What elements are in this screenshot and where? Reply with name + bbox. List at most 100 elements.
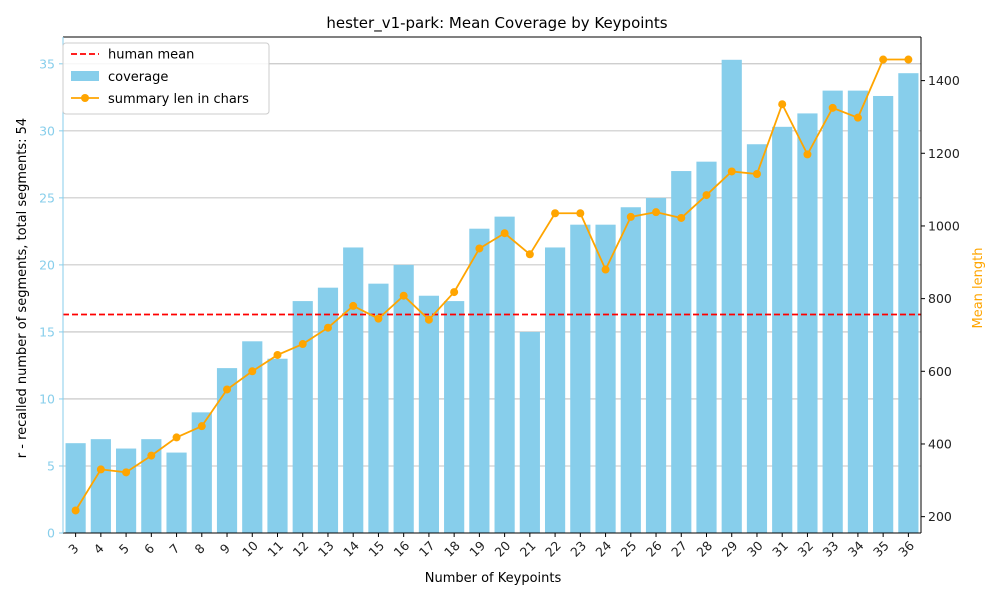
x-ticks: 3 4 5 6 7 8 9 10 11 12 13 14 15 16 17 18 19 20 21 22 23 24 25 2… xyxy=(65,533,917,560)
summary-len-point-36 xyxy=(904,55,913,64)
bar-coverage-20 xyxy=(494,216,515,533)
summary-len-point-34 xyxy=(853,113,862,122)
bar-coverage-9 xyxy=(216,368,238,533)
axes xyxy=(62,36,922,534)
bars xyxy=(65,59,919,534)
bar-coverage-4 xyxy=(90,439,111,533)
bar-coverage-31 xyxy=(772,126,793,533)
summary-len-point-3 xyxy=(71,506,80,515)
bar-coverage-10 xyxy=(242,341,263,533)
x-tick-label: 20 xyxy=(492,538,514,560)
legend-coverage-swatch xyxy=(71,71,99,81)
summary-len-point-15 xyxy=(374,314,383,323)
x-tick-label: 35 xyxy=(870,538,892,560)
bar-coverage-8 xyxy=(191,412,212,533)
x-tick-label: 13 xyxy=(315,538,337,560)
y-right-ticks: 200 400 600 800 1000 1200 1400 xyxy=(921,73,960,524)
summary-len-point-32 xyxy=(803,150,812,159)
bar-coverage-3 xyxy=(65,443,86,533)
x-tick-label: 32 xyxy=(794,538,816,560)
y-right-tick-label: 1200 xyxy=(928,146,960,161)
summary-len-point-26 xyxy=(652,208,661,217)
legend-summary-len-marker xyxy=(81,94,89,102)
x-tick-label: 30 xyxy=(744,538,766,560)
legend-summary-len-label: summary len in chars xyxy=(108,92,249,107)
summary-len-point-11 xyxy=(273,350,282,359)
x-tick-label: 21 xyxy=(517,538,539,560)
x-tick-label: 7 xyxy=(166,541,182,557)
bar-coverage-24 xyxy=(595,224,616,534)
x-tick-label: 18 xyxy=(441,538,463,560)
summary-len-point-25 xyxy=(626,212,635,221)
bar-coverage-27 xyxy=(671,171,692,533)
x-tick-label: 4 xyxy=(91,541,107,557)
x-tick-label: 25 xyxy=(618,538,640,560)
x-tick-label: 33 xyxy=(820,538,842,560)
bar-coverage-19 xyxy=(469,228,490,533)
summary-len-point-7 xyxy=(172,433,181,442)
bar-coverage-5 xyxy=(115,448,137,533)
x-tick-label: 8 xyxy=(191,541,207,557)
bar-coverage-25 xyxy=(620,207,641,533)
x-tick-label: 14 xyxy=(340,538,362,560)
y-right-tick-label: 400 xyxy=(928,436,952,451)
x-tick-label: 36 xyxy=(895,538,917,560)
bar-coverage-33 xyxy=(822,90,843,534)
bar-coverage-14 xyxy=(343,247,364,534)
bar-coverage-26 xyxy=(645,197,667,533)
x-tick-label: 5 xyxy=(116,541,132,557)
summary-len-point-8 xyxy=(197,422,206,431)
summary-len-point-10 xyxy=(248,367,257,376)
summary-len-point-29 xyxy=(727,167,736,176)
y-left-tick-label: 30 xyxy=(39,123,55,138)
x-tick-label: 34 xyxy=(845,538,867,560)
bar-coverage-22 xyxy=(544,247,566,534)
summary-len-line xyxy=(74,58,909,511)
chart-title: hester_v1-park: Mean Coverage by Keypoin… xyxy=(326,14,667,33)
x-tick-label: 9 xyxy=(217,541,233,557)
y-left-tick-label: 10 xyxy=(39,391,55,406)
summary-len-point-9 xyxy=(223,385,232,394)
summary-len-point-6 xyxy=(147,451,156,460)
x-tick-label: 11 xyxy=(264,538,286,560)
line-series xyxy=(71,55,913,515)
x-tick-label: 27 xyxy=(668,538,690,560)
summary-len-point-31 xyxy=(778,100,787,109)
x-tick-label: 31 xyxy=(769,538,791,560)
x-tick-label: 16 xyxy=(391,538,413,560)
x-tick-label: 29 xyxy=(719,538,741,560)
bar-coverage-11 xyxy=(267,358,288,533)
y-left-tick-label: 15 xyxy=(39,324,55,339)
bar-coverage-32 xyxy=(797,113,818,533)
summary-len-point-35 xyxy=(879,55,888,64)
summary-len-point-14 xyxy=(349,301,358,310)
bar-coverage-36 xyxy=(898,73,919,534)
summary-len-point-21 xyxy=(525,250,534,259)
summary-len-point-12 xyxy=(298,340,307,349)
bar-coverage-34 xyxy=(847,90,869,534)
x-tick-label: 17 xyxy=(416,538,438,560)
y-right-tick-label: 600 xyxy=(928,364,952,379)
bar-coverage-12 xyxy=(292,301,313,533)
x-tick-label: 15 xyxy=(365,538,387,560)
bar-coverage-23 xyxy=(570,224,591,534)
x-tick-label: 23 xyxy=(567,538,589,560)
bar-coverage-16 xyxy=(393,264,414,533)
y-left-tick-label: 25 xyxy=(39,190,55,205)
y-left-tick-label: 5 xyxy=(47,458,55,473)
bar-coverage-13 xyxy=(317,287,339,533)
bar-coverage-29 xyxy=(721,59,742,534)
bar-coverage-18 xyxy=(444,301,465,533)
y-right-tick-label: 200 xyxy=(928,509,952,524)
summary-len-point-16 xyxy=(399,291,408,300)
legend-box xyxy=(62,42,270,115)
summary-len-point-30 xyxy=(752,169,761,178)
bar-coverage-30 xyxy=(746,144,768,534)
summary-len-point-20 xyxy=(500,229,509,238)
y-left-tick-label: 0 xyxy=(47,526,55,541)
x-tick-label: 28 xyxy=(693,538,715,560)
y-right-tick-label: 1400 xyxy=(928,73,960,88)
x-tick-label: 24 xyxy=(592,538,614,560)
bar-coverage-28 xyxy=(696,161,717,533)
